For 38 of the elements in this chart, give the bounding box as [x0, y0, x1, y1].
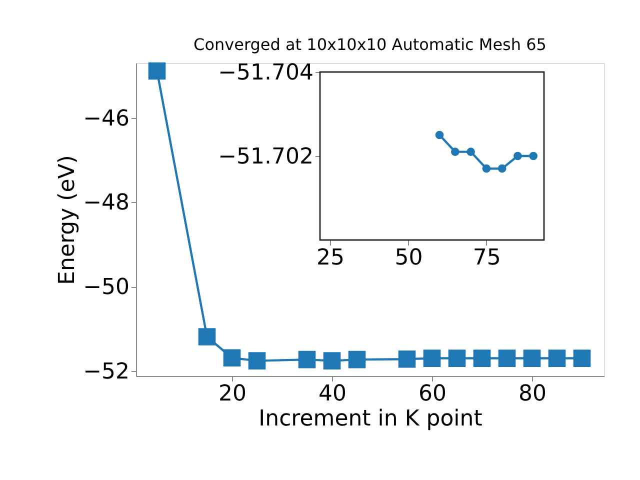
y-axis-title: Energy (eV) [55, 155, 80, 285]
y-tick-label: −51.704 [218, 60, 314, 86]
x-tick-label: 25 [316, 246, 345, 270]
point [482, 164, 491, 173]
y-tick-label: −46 [83, 106, 130, 132]
x-tick-label: 20 [218, 382, 246, 406]
point [498, 164, 506, 173]
y-tick-label: −52 [83, 359, 130, 384]
point [298, 350, 316, 368]
point [148, 62, 166, 80]
x-axis-title: Increment in K point [258, 406, 483, 432]
y-tick-label: −51.702 [218, 144, 314, 170]
point [548, 350, 566, 367]
point [198, 328, 216, 346]
point [523, 350, 541, 367]
point [248, 352, 266, 370]
chart-title: Converged at 10x10x10 Automatic Mesh 65 [194, 35, 546, 54]
point [398, 350, 416, 368]
point [323, 352, 341, 370]
point [466, 148, 475, 156]
x-tick-label: 75 [472, 246, 501, 270]
point [450, 148, 460, 156]
y-tick-label: −50 [83, 275, 130, 300]
x-tick-label: 40 [318, 382, 346, 406]
x-tick-label: 60 [418, 382, 446, 406]
point [514, 152, 522, 160]
point [473, 350, 491, 367]
point [223, 349, 241, 367]
point [498, 350, 516, 367]
point [529, 152, 538, 160]
point [348, 350, 366, 368]
point [423, 350, 441, 367]
x-tick-label: 50 [394, 246, 423, 270]
y-tick-label: −48 [83, 190, 130, 216]
point [435, 130, 444, 140]
point [573, 350, 591, 367]
point [448, 350, 466, 367]
x-tick-label: 80 [518, 382, 546, 406]
